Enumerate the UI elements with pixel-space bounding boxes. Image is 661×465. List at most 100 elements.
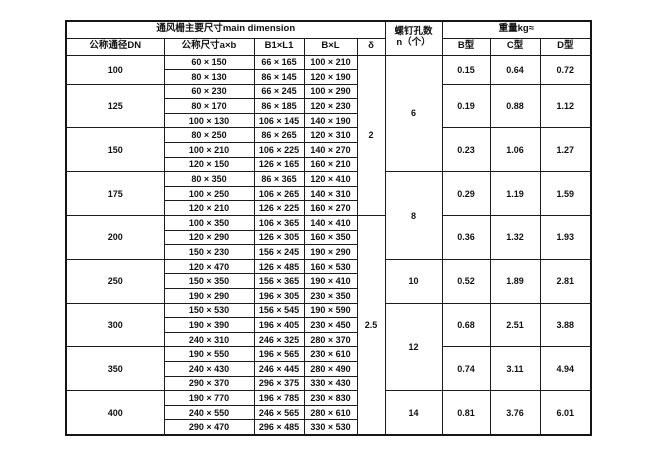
nominal-size-cell: 150 × 530: [163, 302, 255, 319]
bl-cell: 230 × 610: [303, 346, 358, 362]
bl-cell: 160 × 530: [303, 258, 358, 275]
screw-hole-count-header: 螺钉孔数 n（个）: [384, 20, 443, 56]
weight-b-cell: 0.81: [441, 390, 491, 436]
b1l1-cell: 156 × 245: [253, 244, 305, 260]
nominal-size-cell: 290 × 470: [163, 419, 255, 436]
weight-d-cell: 0.72: [539, 54, 592, 85]
nominal-size-cell: 240 × 310: [163, 331, 255, 348]
screw-hole-count-label-line2: n（个）: [396, 37, 431, 49]
screw-count-cell: 6: [384, 54, 443, 173]
bl-cell: 120 × 410: [303, 171, 358, 187]
weight-c-cell: 1.19: [489, 171, 541, 217]
weight-b-cell: 0.36: [441, 215, 491, 260]
b1l1-cell: 156 × 545: [253, 302, 305, 319]
b1l1-cell: 126 × 485: [253, 258, 305, 275]
table-row: 125 60 × 230 66 × 245 100 × 290 0.19 0.8…: [65, 83, 592, 129]
weight-c-cell: 0.88: [489, 83, 541, 129]
table-row: 400 190 × 770 196 × 785 230 × 830 14 0.8…: [65, 390, 592, 436]
weight-c-cell: 0.64: [489, 54, 541, 85]
bl-cell: 100 × 210: [303, 54, 358, 71]
bl-cell: 120 × 310: [303, 127, 358, 144]
nominal-size-cell: 120 × 470: [163, 258, 255, 275]
table-row: 290 × 470 296 × 485 330 × 530: [66, 419, 591, 436]
nominal-size-cell: 80 × 250: [163, 127, 255, 144]
nominal-size-cell: 150 × 230: [163, 244, 255, 260]
table-row: 80 × 130 86 × 145 120 × 190: [66, 69, 591, 85]
weight-c-cell: 1.32: [489, 215, 541, 260]
weight-d-cell: 1.27: [539, 127, 592, 173]
bl-cell: 120 × 230: [303, 98, 358, 114]
dn-value: 150: [65, 127, 165, 173]
bl-cell: 190 × 290: [303, 244, 358, 260]
table-row: 100 60 × 150 66 × 165 100 × 210 2 6 0.15…: [65, 54, 592, 217]
table-row: 150 80 × 250 86 × 265 120 × 310 0.23 1.0…: [65, 127, 592, 173]
table-row: 150 × 350 156 × 365 190 × 410: [66, 273, 591, 289]
nominal-size-cell: 100 × 130: [163, 112, 255, 129]
delta-cell: 2: [356, 54, 386, 217]
weight-c-cell: 2.51: [489, 302, 541, 348]
nominal-size-cell: 80 × 350: [163, 171, 255, 187]
bl-cell: 100 × 290: [303, 83, 358, 100]
b1l1-cell: 196 × 785: [253, 390, 305, 406]
bl-cell: 280 × 610: [303, 404, 358, 421]
delta-column-header: δ: [356, 37, 386, 56]
weight-b-cell: 0.68: [441, 302, 491, 348]
delta-cell: 2.5: [356, 215, 386, 436]
nominal-size-cell: 290 × 370: [163, 375, 255, 392]
weight-d-cell: 1.59: [539, 171, 592, 217]
weight-c-cell: 1.06: [489, 127, 541, 173]
b1l1-cell: 106 × 145: [253, 112, 305, 129]
bl-cell: 330 × 430: [303, 375, 358, 392]
bl-cell: 140 × 190: [303, 112, 358, 129]
b1l1-cell: 106 × 265: [253, 185, 305, 202]
bl-cell: 140 × 310: [303, 185, 358, 202]
b1l1-cell: 126 × 165: [253, 156, 305, 173]
nominal-size-cell: 100 × 250: [163, 185, 255, 202]
weight-d-cell: 6.01: [539, 390, 592, 436]
weight-d-cell: 4.94: [539, 346, 592, 392]
dn-value: 100: [65, 54, 165, 85]
table-row: 190 × 390 196 × 405 230 × 450: [66, 317, 591, 333]
screw-count-cell: 14: [384, 390, 443, 436]
dn-value: 175: [65, 171, 165, 217]
bl-cell: 160 × 210: [303, 156, 358, 173]
b1l1-cell: 106 × 225: [253, 142, 305, 158]
weight-d-cell: 1.12: [539, 83, 592, 129]
bl-cell: 160 × 350: [303, 229, 358, 246]
bl-cell: 120 × 190: [303, 69, 358, 85]
b1l1-cell: 86 × 145: [253, 69, 305, 85]
b1l1-cell: 86 × 185: [253, 98, 305, 114]
b1l1-cell: 246 × 325: [253, 331, 305, 348]
table-row: 150 × 230 156 × 245 190 × 290: [66, 244, 591, 260]
bl-cell: 330 × 530: [303, 419, 358, 436]
table-row: 190 × 290 196 × 305 230 × 350: [66, 288, 591, 304]
dn-value: 300: [65, 302, 165, 348]
bl-cell: 140 × 410: [303, 215, 358, 231]
bl-cell: 140 × 270: [303, 142, 358, 158]
weight-b-cell: 0.52: [441, 258, 491, 304]
b1l1-cell: 246 × 445: [253, 360, 305, 377]
bl-cell: 230 × 450: [303, 317, 358, 333]
nominal-size-cell: 60 × 230: [163, 83, 255, 100]
main-dimension-header: 通风栅主要尺寸main dimension: [65, 20, 386, 39]
b1l1-column-header: B1×L1: [253, 37, 305, 56]
dn-value: 350: [65, 346, 165, 392]
nominal-size-cell: 60 × 150: [163, 54, 255, 71]
b1l1-cell: 246 × 565: [253, 404, 305, 421]
table-row: 100 × 250 106 × 265 140 × 310: [66, 185, 591, 202]
nominal-size-cell: 190 × 550: [163, 346, 255, 362]
type-d-column-header: D型: [539, 37, 592, 56]
weight-d-cell: 3.88: [539, 302, 592, 348]
weight-c-cell: 3.11: [489, 346, 541, 392]
nominal-size-cell: 80 × 130: [163, 69, 255, 85]
nominal-size-cell: 150 × 350: [163, 273, 255, 289]
bl-cell: 190 × 590: [303, 302, 358, 319]
type-b-column-header: B型: [441, 37, 491, 56]
b1l1-cell: 196 × 405: [253, 317, 305, 333]
dn-value: 250: [65, 258, 165, 304]
weight-b-cell: 0.19: [441, 83, 491, 129]
nominal-size-cell: 120 × 210: [163, 200, 255, 217]
table-row: 300 150 × 530 156 × 545 190 × 590 12 0.6…: [65, 302, 592, 392]
b1l1-cell: 66 × 245: [253, 83, 305, 100]
